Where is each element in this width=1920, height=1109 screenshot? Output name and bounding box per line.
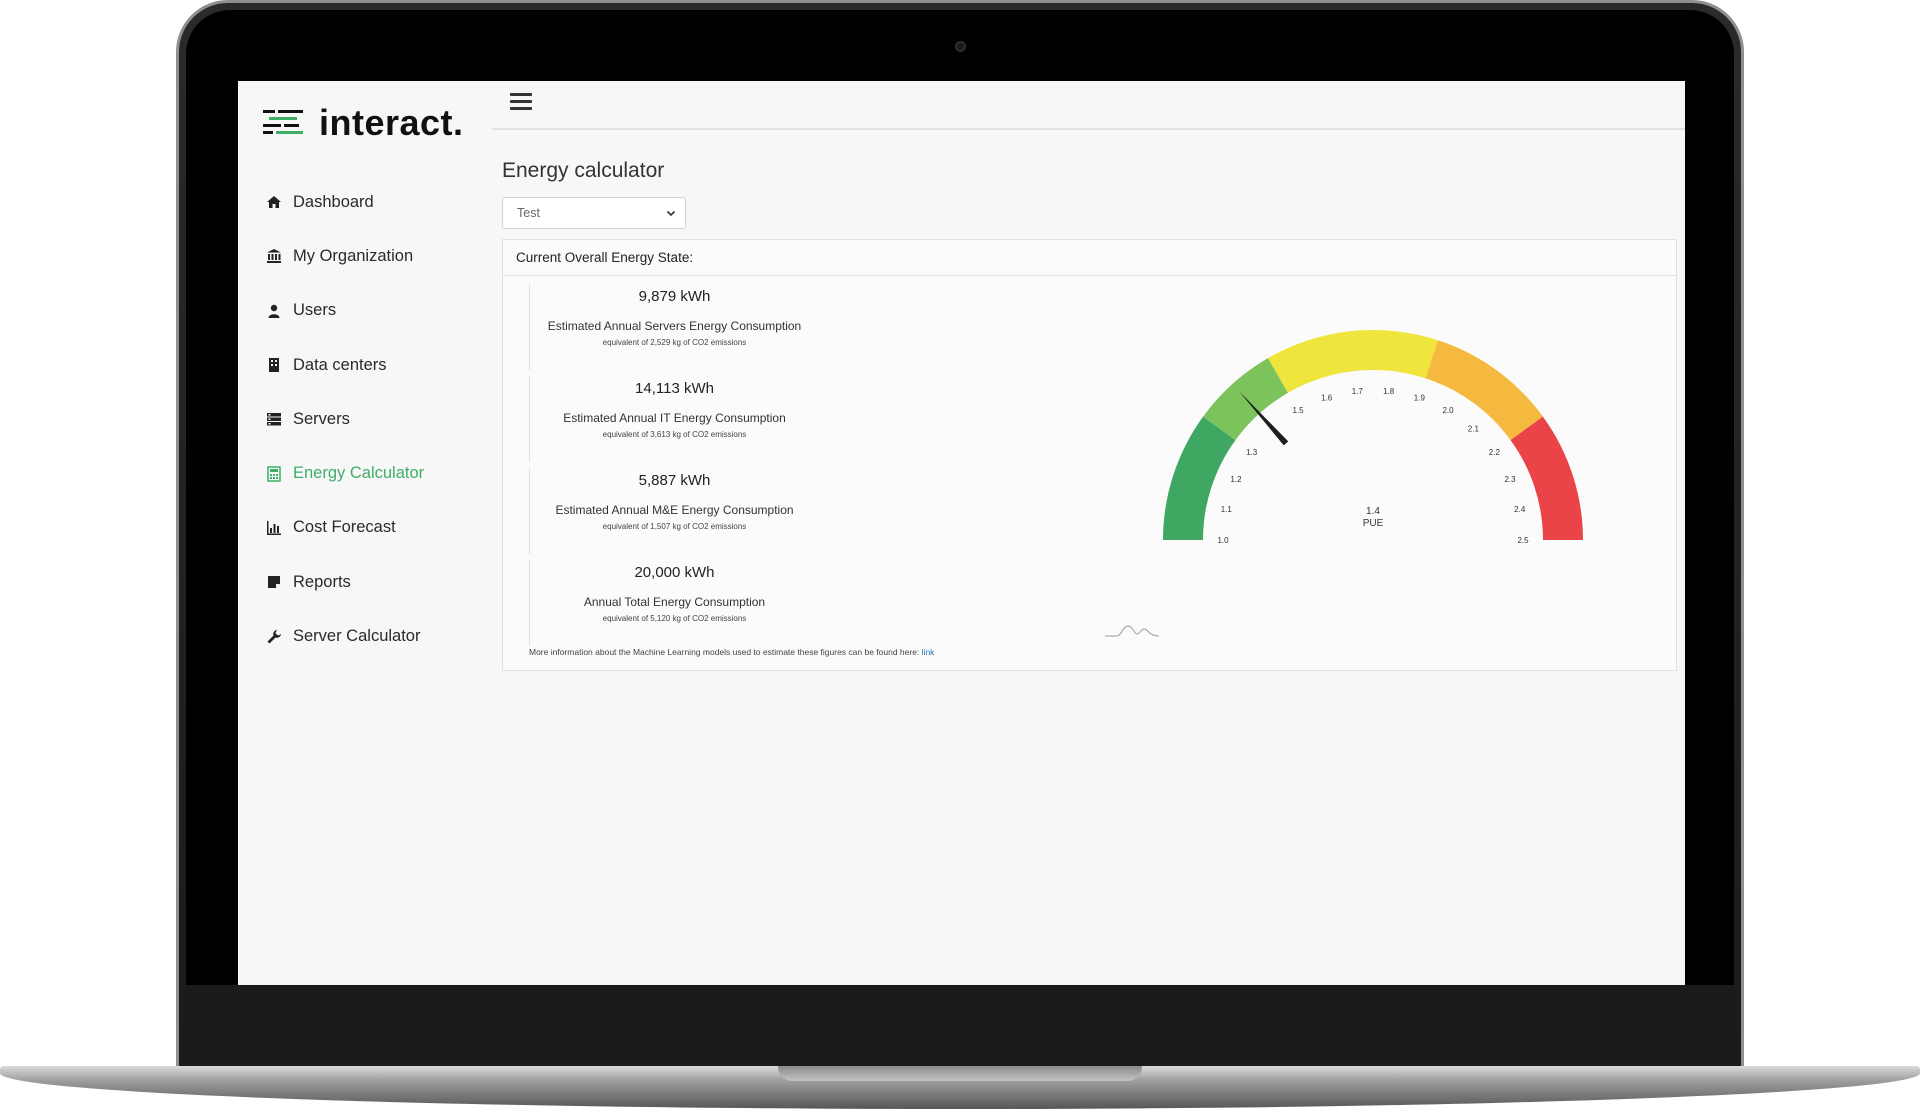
gauge-tick-label-9: 2.0 [1442, 406, 1454, 415]
sidebar-item-label: Users [293, 301, 337, 320]
page-title: Energy calculator [502, 159, 665, 182]
stat-sub: equivalent of 3,613 kg of CO2 emissions [602, 430, 747, 439]
select-value: Test [517, 206, 540, 220]
stat-label: Estimated Annual M&E Energy Consumption [555, 503, 794, 517]
stat-sub: equivalent of 5,120 kg of CO2 emissions [602, 614, 747, 623]
hamburger-icon[interactable] [510, 93, 532, 113]
brand-logo[interactable]: interact. [263, 102, 464, 143]
gauge-tick-label-7: 1.8 [1383, 387, 1395, 396]
gauge-value: 1.4 [1366, 506, 1380, 517]
calculator-icon [266, 465, 282, 482]
stat-sub: equivalent of 2,529 kg of CO2 emissions [602, 338, 747, 347]
gauge-metric-label: PUE [1363, 518, 1384, 529]
gauge-band-3 [1425, 340, 1543, 441]
sidebar-item-label: Reports [293, 572, 351, 591]
bank-icon [266, 248, 282, 264]
sidebar-item-cost-forecast[interactable]: Cost Forecast [266, 501, 424, 555]
laptop-chin [186, 985, 1734, 1067]
app-screen: interact. Dashboard My Organization [238, 81, 1685, 985]
report-icon [266, 574, 282, 590]
laptop-notch [778, 1066, 1142, 1081]
building-icon [266, 357, 282, 373]
energy-state-panel: Current Overall Energy State: 9,879 kWh … [502, 239, 1677, 671]
user-icon [266, 303, 282, 319]
sidebar-item-label: Cost Forecast [293, 518, 396, 537]
sidebar-nav: Dashboard My Organization Users [266, 175, 424, 664]
bar-chart-icon [266, 520, 282, 536]
gauge-tick-label-14: 2.5 [1517, 536, 1529, 545]
gauge-tick-label-5: 1.6 [1321, 393, 1333, 402]
stat-label: Annual Total Energy Consumption [583, 595, 766, 609]
gauge-tick-label-11: 2.2 [1489, 448, 1501, 457]
stat-label: Estimated Annual IT Energy Consumption [563, 411, 786, 425]
sidebar-item-servers[interactable]: Servers [266, 392, 424, 446]
logo-mark-icon [263, 110, 303, 134]
stat-it-energy: 14,113 kWh Estimated Annual IT Energy Co… [529, 376, 819, 462]
gauge-tick-label-1: 1.1 [1221, 505, 1233, 514]
gauge-tick-label-2: 1.2 [1230, 475, 1242, 484]
sidebar-item-label: My Organization [293, 246, 414, 265]
server-icon [266, 411, 282, 427]
sidebar-item-dashboard[interactable]: Dashboard [266, 175, 424, 229]
gauge-tick-label-8: 1.9 [1414, 393, 1426, 402]
wrench-icon [266, 629, 282, 645]
sidebar: interact. Dashboard My Organization [238, 81, 483, 985]
sidebar-item-label: Dashboard [293, 192, 374, 211]
gauge-band-2 [1268, 330, 1438, 393]
sidebar-item-label: Energy Calculator [293, 464, 425, 483]
home-icon [266, 194, 282, 210]
camera-icon [955, 41, 966, 52]
gauge-band-0 [1163, 416, 1236, 540]
brand-name: interact. [319, 102, 464, 143]
stat-value: 20,000 kWh [634, 564, 715, 581]
stat-value: 9,879 kWh [638, 288, 711, 305]
gauge-tick-label-13: 2.4 [1514, 505, 1526, 514]
gauge-tick-label-0: 1.0 [1217, 536, 1229, 545]
sidebar-item-data-centers[interactable]: Data centers [266, 338, 424, 392]
sidebar-item-energy-calculator[interactable]: Energy Calculator [266, 446, 424, 500]
gauge-tick-label-4: 1.5 [1292, 406, 1304, 415]
gauge-tick-label-3: 1.3 [1246, 448, 1258, 457]
gauge-needle [1239, 391, 1289, 446]
sidebar-item-label: Server Calculator [293, 627, 421, 646]
panel-title: Current Overall Energy State: [503, 240, 1676, 276]
footnote-text: More information about the Machine Learn… [529, 647, 920, 657]
stat-total-energy: 20,000 kWh Annual Total Energy Consumpti… [529, 560, 819, 646]
gauge-tick-label-10: 2.1 [1468, 425, 1480, 434]
sidebar-item-users[interactable]: Users [266, 284, 424, 338]
stat-value: 5,887 kWh [638, 472, 711, 489]
gauge-band-1 [1203, 358, 1288, 441]
pue-gauge: 1.0 1.1 1.2 1.3 1.5 1.6 1.7 1.8 1.9 2.0 2.1 2.2 2.3 2… [1163, 330, 1583, 545]
stat-servers-energy: 9,879 kWh Estimated Annual Servers Energ… [529, 284, 819, 370]
gauge-band-4 [1510, 416, 1583, 540]
sidebar-item-my-organization[interactable]: My Organization [266, 229, 424, 283]
sidebar-item-server-calculator[interactable]: Server Calculator [266, 609, 424, 663]
footnote-link[interactable]: link [921, 647, 935, 657]
chevron-down-icon [666, 210, 676, 217]
sidebar-item-reports[interactable]: Reports [266, 555, 424, 609]
stat-sub: equivalent of 1,507 kg of CO2 emissions [602, 522, 747, 531]
sparkline-icon [1105, 625, 1160, 637]
top-bar: ▼ [492, 81, 1685, 130]
gauge-tick-label-12: 2.3 [1504, 475, 1516, 484]
sidebar-item-label: Servers [293, 409, 350, 428]
gauge-tick-label-6: 1.7 [1352, 387, 1364, 396]
stat-value: 14,113 kWh [635, 380, 714, 397]
footnote: More information about the Machine Learn… [529, 647, 934, 657]
sidebar-item-label: Data centers [293, 355, 387, 374]
stat-label: Estimated Annual Servers Energy Consumpt… [547, 319, 802, 333]
datacenter-select[interactable]: Test [502, 197, 686, 229]
stat-me-energy: 5,887 kWh Estimated Annual M&E Energy Co… [529, 468, 819, 554]
